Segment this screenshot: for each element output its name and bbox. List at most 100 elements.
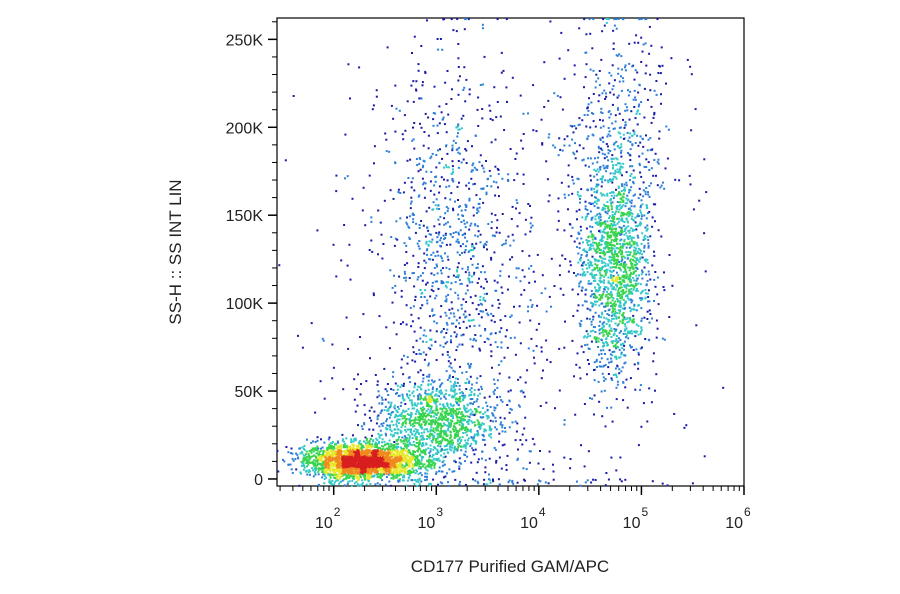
data-point — [417, 276, 420, 279]
data-point — [333, 481, 336, 484]
data-point — [470, 275, 473, 278]
data-point — [391, 455, 394, 458]
data-point — [459, 229, 462, 232]
data-point — [462, 313, 465, 316]
data-point — [432, 462, 435, 465]
data-point — [440, 280, 443, 282]
data-point — [448, 374, 451, 377]
data-point — [432, 290, 435, 293]
data-point — [320, 464, 323, 467]
data-point — [471, 302, 474, 305]
data-point — [462, 243, 465, 245]
data-point — [405, 430, 408, 433]
data-point — [430, 405, 433, 408]
data-point — [354, 410, 357, 413]
data-point — [376, 456, 379, 459]
data-point — [395, 439, 398, 442]
data-point — [393, 428, 396, 431]
data-point — [479, 310, 482, 313]
data-point — [426, 393, 429, 396]
data-point — [599, 192, 602, 195]
data-point — [415, 80, 418, 83]
data-point — [388, 468, 391, 471]
data-point — [430, 392, 433, 395]
data-point — [451, 307, 454, 310]
data-point — [434, 340, 437, 343]
data-point — [386, 390, 389, 393]
data-point — [376, 467, 379, 470]
data-point — [314, 463, 317, 466]
data-point — [437, 422, 440, 425]
data-point — [366, 444, 369, 447]
data-point — [444, 410, 447, 413]
data-point — [438, 390, 441, 393]
data-point — [322, 450, 325, 453]
data-point — [337, 468, 340, 471]
data-point — [432, 386, 434, 389]
data-point — [452, 312, 455, 315]
data-point — [401, 453, 403, 456]
data-point — [383, 457, 386, 459]
data-point — [500, 399, 503, 402]
data-point — [399, 405, 402, 407]
data-point — [462, 432, 465, 434]
data-point — [414, 299, 417, 302]
data-point — [460, 425, 463, 428]
data-point — [414, 231, 417, 234]
data-point — [436, 449, 439, 452]
data-point — [455, 408, 458, 411]
data-point — [426, 459, 429, 462]
data-point — [369, 468, 372, 471]
data-point — [640, 199, 643, 202]
data-point — [438, 466, 441, 469]
data-point — [622, 314, 625, 317]
data-point — [458, 436, 461, 439]
data-point — [426, 253, 429, 256]
data-point — [352, 443, 355, 446]
data-point — [388, 480, 391, 483]
data-point — [399, 217, 402, 220]
data-point — [456, 378, 459, 381]
data-point — [392, 321, 395, 324]
data-point — [430, 407, 433, 410]
data-point — [418, 157, 421, 159]
data-point — [491, 304, 494, 307]
data-point — [370, 462, 373, 465]
data-point — [422, 398, 425, 401]
data-point — [435, 429, 438, 432]
data-point — [451, 149, 454, 152]
data-point — [594, 157, 596, 160]
data-point — [429, 434, 432, 437]
data-point — [452, 410, 455, 413]
data-point — [453, 370, 456, 373]
data-point — [435, 458, 438, 460]
data-point — [382, 451, 385, 454]
data-point — [588, 362, 590, 365]
data-point — [505, 86, 508, 89]
data-point — [621, 205, 623, 208]
data-point — [326, 447, 329, 450]
data-point — [441, 382, 444, 385]
data-point — [389, 405, 392, 408]
data-point — [409, 381, 412, 384]
data-point — [446, 417, 449, 420]
data-point — [497, 173, 500, 176]
data-point — [489, 109, 492, 112]
data-point — [439, 403, 442, 406]
data-point — [394, 449, 397, 452]
data-point — [296, 453, 299, 456]
data-point — [467, 18, 470, 21]
data-point — [372, 104, 375, 107]
data-point — [373, 453, 376, 456]
data-point — [419, 462, 422, 465]
data-point — [453, 395, 456, 398]
data-point — [432, 124, 435, 127]
data-point — [391, 450, 394, 453]
data-point — [592, 244, 595, 247]
data-point — [325, 476, 328, 479]
data-point — [457, 433, 459, 436]
data-point — [473, 401, 476, 404]
data-point — [528, 450, 531, 453]
data-point — [513, 305, 515, 308]
data-point — [338, 445, 341, 448]
